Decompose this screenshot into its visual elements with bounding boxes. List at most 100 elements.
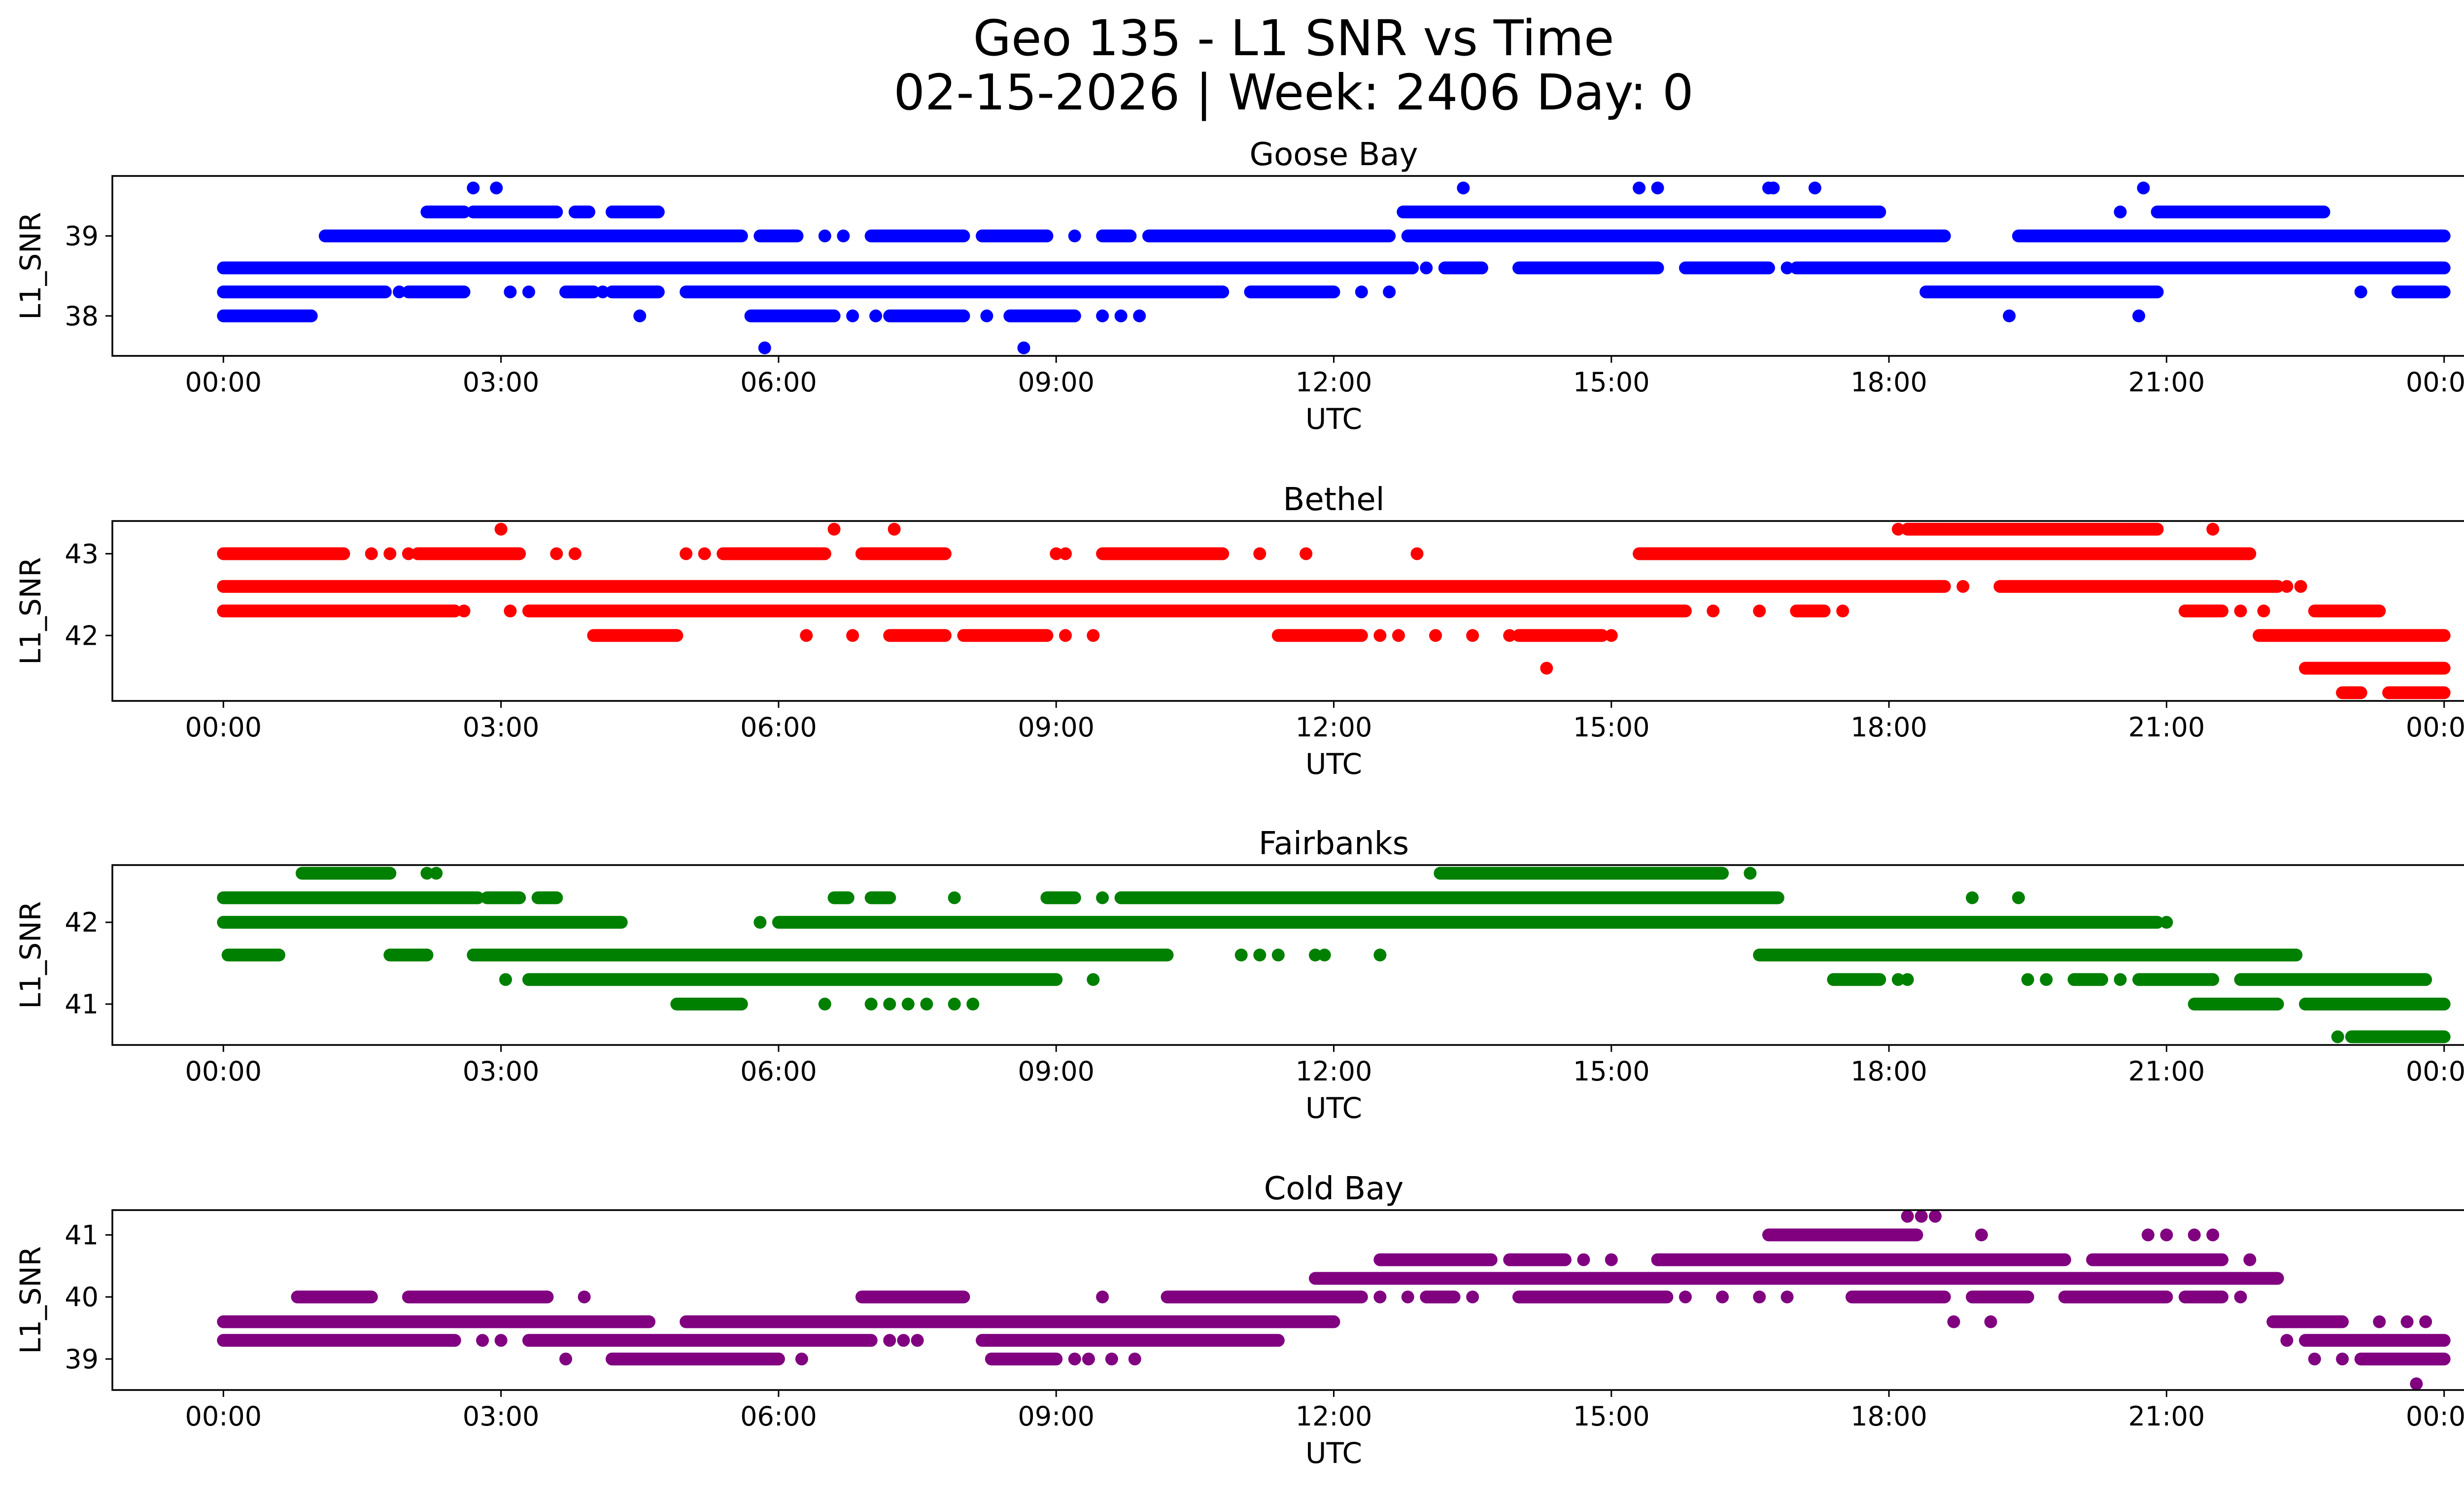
x-tick-label: 09:00	[1018, 1056, 1095, 1087]
data-point	[2243, 1253, 2257, 1266]
data-point	[1447, 261, 1461, 275]
data-point	[1420, 261, 1433, 275]
data-point	[1253, 948, 1266, 962]
data-point	[1128, 1353, 1141, 1366]
x-tick-label: 18:00	[1850, 1056, 1927, 1087]
data-point	[2160, 916, 2173, 929]
x-axis-label: UTC	[1305, 1091, 1362, 1125]
data-point	[420, 867, 434, 880]
data-point	[1017, 341, 1030, 354]
data-point	[680, 547, 693, 560]
data-point	[1383, 285, 1396, 299]
data-point	[1355, 285, 1368, 299]
y-tick-label: 40	[65, 1282, 99, 1313]
data-point	[1410, 547, 1424, 560]
subplot-fairbanks: Fairbanks 41 42 00:00 03:00 06:00 09:00 12:00 15…	[14, 826, 2464, 1125]
data-point	[2137, 181, 2150, 195]
subplot-title: Cold Bay	[1264, 1171, 1404, 1207]
data-point	[2188, 1228, 2201, 1242]
data-point	[1373, 1290, 1387, 1304]
data-point	[1457, 261, 1470, 275]
data-point	[846, 309, 859, 322]
x-axis-label: UTC	[1305, 402, 1362, 436]
data-point	[1466, 1290, 1479, 1304]
data-point	[1373, 629, 1387, 642]
x-tick-label: 15:00	[1573, 367, 1650, 398]
x-tick-label: 15:00	[1573, 712, 1650, 743]
data-point	[827, 522, 841, 536]
data-point	[1087, 973, 1100, 986]
x-tick-label: 00:00	[185, 1401, 262, 1432]
x-tick-label: 06:00	[740, 1056, 817, 1087]
data-point	[795, 1353, 808, 1366]
x-tick-label: 15:00	[1573, 1056, 1650, 1087]
data-point	[1707, 604, 1720, 618]
data-point	[1050, 547, 1063, 560]
x-tick-label: 00:00	[185, 367, 262, 398]
x-axis-label: UTC	[1305, 747, 1362, 781]
y-tick-label: 39	[65, 1344, 99, 1375]
y-axis-label: L1_SNR	[14, 1246, 47, 1354]
data-point	[1780, 1290, 1794, 1304]
y-tick-label: 38	[65, 301, 99, 332]
data-point	[1271, 948, 1285, 962]
data-point	[1605, 1253, 1618, 1266]
x-tick-label: 06:00	[740, 367, 817, 398]
data-point	[1114, 309, 1128, 322]
data-point	[2132, 309, 2146, 322]
subplot-cold-bay: Cold Bay 39 40 41 00:00 03:00 06:00 09:00 12:00 1…	[14, 1171, 2464, 1470]
x-tick-label: 03:00	[463, 712, 540, 743]
data-point	[1401, 1290, 1414, 1304]
data-point	[559, 1353, 573, 1366]
x-tick-label: 12:00	[1296, 367, 1372, 398]
data-point	[1096, 309, 1109, 322]
data-point	[1318, 948, 1331, 962]
data-point	[1984, 1315, 1997, 1328]
data-point	[911, 1334, 924, 1347]
data-point	[883, 1334, 896, 1347]
data-point	[1679, 1290, 1692, 1304]
x-tick-label: 03:00	[463, 367, 540, 398]
figure-title-line1: Geo 135 - L1 SNR vs Time	[973, 9, 1614, 67]
data-point	[1956, 580, 1970, 593]
data-point	[541, 973, 554, 986]
subplot-title: Goose Bay	[1250, 137, 1418, 173]
subplot-title: Fairbanks	[1259, 826, 1409, 862]
data-point	[383, 547, 397, 560]
data-point	[800, 629, 813, 642]
x-tick-label: 09:00	[1018, 367, 1095, 398]
x-tick-label: 18:00	[1850, 1401, 1927, 1432]
data-point	[1901, 973, 1914, 986]
data-point	[888, 522, 901, 536]
data-point	[2206, 1228, 2220, 1242]
x-tick-label: 12:00	[1296, 1401, 1372, 1432]
data-point	[1780, 261, 1794, 275]
data-point	[2294, 580, 2307, 593]
data-point	[1087, 629, 1100, 642]
data-point	[1966, 891, 1979, 904]
y-tick-label: 39	[65, 221, 99, 252]
data-point	[476, 1334, 489, 1347]
data-point	[1947, 1315, 1960, 1328]
data-point	[1915, 1210, 1928, 1223]
x-tick-label: 21:00	[2128, 712, 2205, 743]
data-point	[568, 547, 582, 560]
data-point	[2003, 309, 2016, 322]
data-point	[698, 547, 711, 560]
data-point	[393, 285, 406, 299]
data-point	[2114, 973, 2127, 986]
data-point	[430, 867, 443, 880]
data-point	[1059, 547, 1072, 560]
subplot-goose-bay: Goose Bay 38 39 00:00 03:00 06:00 09:00 12:00 15…	[14, 137, 2464, 436]
data-point	[365, 547, 378, 560]
data-point	[2012, 891, 2025, 904]
x-tick-label: 12:00	[1296, 712, 1372, 743]
data-point	[837, 229, 850, 243]
data-point	[1767, 181, 1780, 195]
x-tick-label: 21:00	[2128, 1056, 2205, 1087]
data-point	[1716, 1290, 1729, 1304]
data-point	[1753, 604, 1766, 618]
data-point	[2331, 1030, 2344, 1043]
